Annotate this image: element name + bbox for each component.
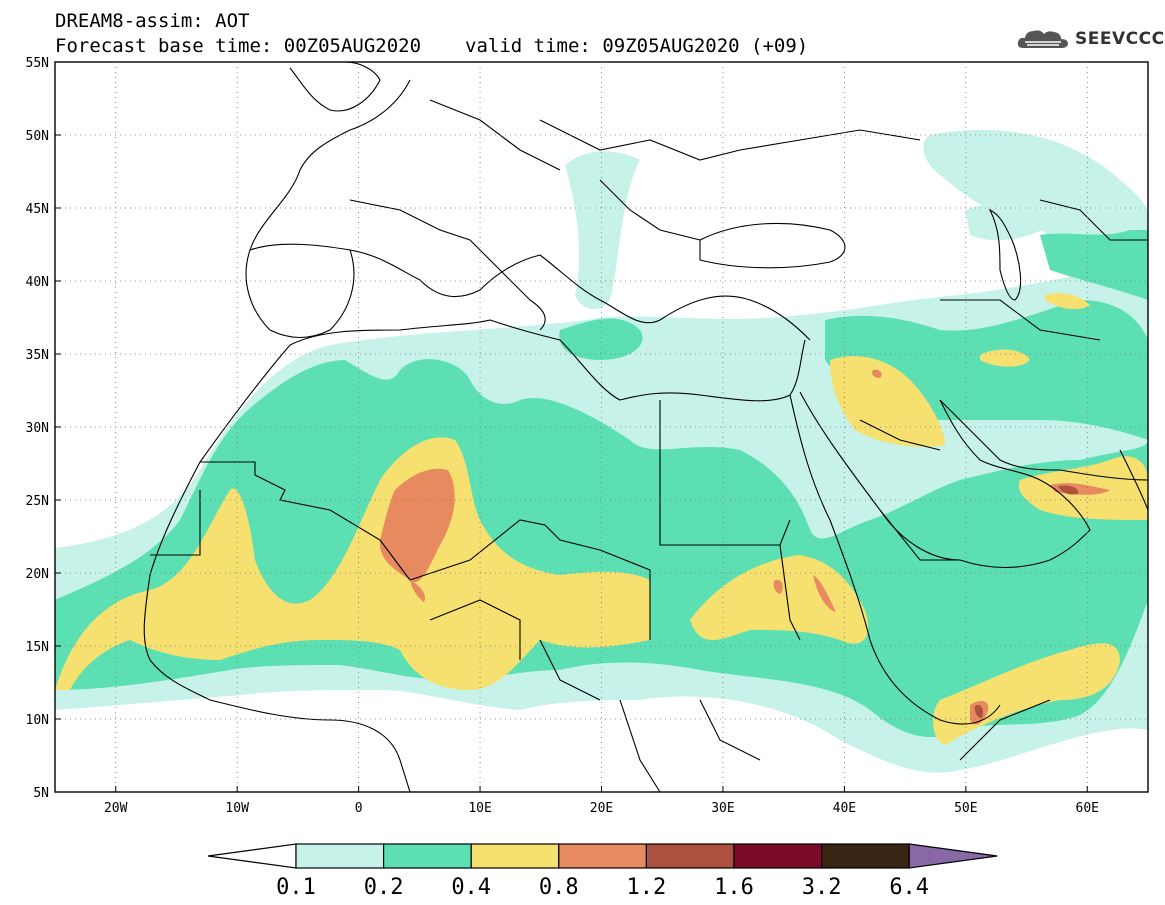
base-time: Forecast base time: 00Z05AUG2020 bbox=[55, 35, 422, 57]
lat-label: 15N bbox=[26, 640, 49, 655]
lat-label: 5N bbox=[33, 786, 49, 801]
colorbar-cell bbox=[558, 843, 647, 869]
colorbar-cell bbox=[383, 843, 472, 869]
lat-label: 25N bbox=[26, 494, 49, 509]
cloud-logo-icon bbox=[1017, 30, 1068, 48]
lat-label: 45N bbox=[26, 202, 49, 217]
colorbar-cell bbox=[820, 843, 910, 869]
lon-label: 20E bbox=[590, 801, 613, 816]
lon-label: 40E bbox=[833, 801, 856, 816]
lon-label: 60E bbox=[1076, 801, 1099, 816]
colorbar-cell bbox=[733, 843, 823, 869]
lat-label: 50N bbox=[26, 129, 49, 144]
lon-label: 30E bbox=[711, 801, 734, 816]
lat-label: 10N bbox=[26, 713, 49, 728]
valid-time: valid time: 09Z05AUG2020 (+09) bbox=[465, 35, 809, 57]
colorbar-label: 1.2 bbox=[627, 875, 667, 900]
time-info: Forecast base time: 00Z05AUG2020 valid ti… bbox=[55, 35, 808, 57]
lat-ticks: 55N 50N 45N 40N 35N 30N 25N 20N 15N 10N 5N bbox=[26, 56, 61, 801]
lat-label: 40N bbox=[26, 275, 49, 290]
lat-label: 55N bbox=[26, 56, 49, 71]
colorbar-low-arrow bbox=[207, 843, 297, 869]
seevccc-logo: SEEVCCC bbox=[1017, 26, 1165, 52]
colorbar-cell bbox=[295, 843, 385, 869]
lon-label: 20W bbox=[104, 801, 128, 816]
aot-contour-1-2 bbox=[974, 485, 1079, 718]
colorbar-cell bbox=[470, 843, 560, 869]
lon-label: 10E bbox=[468, 801, 491, 816]
colorbar: 0.1 0.2 0.4 0.8 1.2 1.6 3.2 6.4 bbox=[207, 843, 998, 900]
colorbar-label: 1.6 bbox=[714, 875, 754, 900]
lat-label: 20N bbox=[26, 567, 49, 582]
colorbar-label: 0.8 bbox=[539, 875, 579, 900]
colorbar-cell bbox=[645, 843, 735, 869]
colorbar-label: 0.4 bbox=[451, 875, 491, 900]
lat-label: 35N bbox=[26, 348, 49, 363]
map-title: DREAM8-assim: AOT bbox=[55, 10, 250, 32]
lon-label: 50E bbox=[954, 801, 977, 816]
gridlines bbox=[55, 62, 1148, 792]
lon-ticks: 20W 10W 0 10E 20E 30E 40E 50E 60E bbox=[104, 786, 1099, 816]
colorbar-label: 0.1 bbox=[276, 875, 316, 900]
colorbar-high-arrow bbox=[908, 843, 998, 869]
lat-label: 30N bbox=[26, 421, 49, 436]
coastlines bbox=[143, 62, 1148, 792]
logo-text: SEEVCCC bbox=[1075, 29, 1165, 49]
colorbar-label: 6.4 bbox=[889, 875, 929, 900]
colorbar-label: 0.2 bbox=[364, 875, 404, 900]
lon-label: 10W bbox=[225, 801, 249, 816]
colorbar-label: 3.2 bbox=[802, 875, 842, 900]
lon-label: 0 bbox=[355, 801, 363, 816]
